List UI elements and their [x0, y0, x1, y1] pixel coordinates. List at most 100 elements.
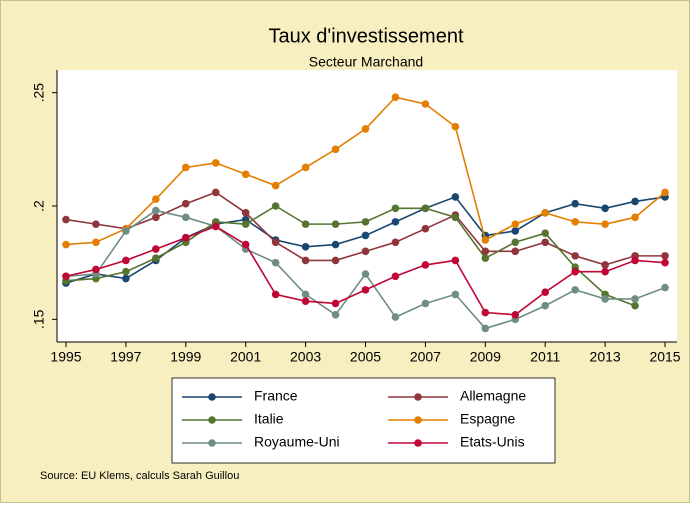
- data-point: [661, 252, 669, 260]
- legend-marker: [208, 439, 216, 447]
- x-tick-label: 1997: [110, 349, 141, 365]
- y-tick-label: .25: [31, 83, 47, 103]
- data-point: [331, 145, 340, 154]
- data-point: [391, 313, 400, 321]
- data-point: [92, 265, 100, 274]
- legend-label: Etats-Unis: [460, 434, 525, 450]
- data-point: [301, 290, 310, 299]
- data-point: [301, 220, 310, 228]
- data-point: [421, 100, 430, 108]
- data-point: [301, 297, 310, 306]
- data-point: [541, 229, 550, 237]
- data-point: [571, 267, 579, 276]
- data-point: [152, 206, 160, 215]
- data-point: [511, 238, 520, 247]
- data-point: [601, 261, 609, 269]
- data-point: [361, 270, 370, 278]
- data-point: [451, 193, 460, 201]
- data-point: [391, 93, 400, 101]
- data-point: [241, 240, 250, 249]
- data-point: [181, 233, 190, 242]
- y-tick-label: .2: [31, 200, 47, 212]
- data-point: [601, 220, 609, 228]
- data-point: [152, 195, 160, 203]
- data-point: [331, 256, 340, 265]
- data-point: [271, 290, 280, 299]
- data-point: [271, 258, 280, 267]
- data-point: [331, 240, 340, 249]
- data-point: [631, 197, 639, 206]
- data-point: [391, 218, 400, 226]
- data-point: [361, 218, 370, 226]
- x-tick-label: 2015: [649, 349, 680, 365]
- legend-label: Allemagne: [460, 388, 526, 404]
- y-tick-label: .15: [31, 309, 47, 329]
- data-point: [92, 220, 100, 228]
- data-point: [181, 213, 190, 222]
- data-point: [301, 163, 310, 172]
- data-point: [571, 218, 579, 226]
- data-point: [511, 227, 520, 235]
- data-point: [481, 324, 490, 333]
- data-point: [661, 188, 669, 197]
- x-tick-label: 2011: [530, 349, 560, 365]
- data-point: [631, 301, 639, 310]
- data-point: [631, 213, 639, 222]
- data-point: [661, 283, 669, 292]
- data-point: [62, 240, 70, 249]
- data-point: [631, 295, 639, 303]
- x-tick-label: 1999: [170, 349, 201, 365]
- data-point: [421, 224, 430, 233]
- legend-label: Espagne: [460, 411, 515, 427]
- data-point: [181, 199, 190, 208]
- x-tick-label: 2003: [290, 349, 321, 365]
- legend-label: Royaume-Uni: [254, 434, 340, 450]
- data-point: [92, 238, 100, 247]
- data-point: [271, 202, 280, 210]
- data-point: [481, 308, 490, 317]
- legend-label: France: [254, 388, 298, 404]
- data-point: [421, 261, 430, 269]
- x-tick-label: 2005: [350, 349, 381, 365]
- legend-marker: [208, 393, 216, 401]
- data-point: [122, 267, 130, 276]
- source-note: Source: EU Klems, calculs Sarah Guillou: [40, 470, 239, 482]
- data-point: [481, 236, 490, 244]
- data-point: [241, 209, 250, 217]
- legend-label: Italie: [254, 411, 284, 427]
- data-point: [571, 252, 579, 260]
- data-point: [271, 238, 280, 247]
- x-tick-label: 2001: [230, 349, 261, 365]
- data-point: [451, 256, 460, 265]
- data-point: [271, 181, 280, 190]
- data-point: [541, 238, 550, 247]
- data-point: [152, 213, 160, 222]
- data-point: [391, 204, 400, 213]
- data-point: [211, 222, 220, 231]
- series-line: [65, 205, 636, 307]
- data-point: [661, 258, 669, 267]
- data-point: [541, 209, 550, 217]
- data-point: [301, 243, 310, 251]
- data-point: [152, 245, 160, 253]
- x-tick-label: 2009: [470, 349, 501, 365]
- data-point: [541, 288, 550, 296]
- data-point: [211, 159, 220, 167]
- data-point: [511, 311, 520, 319]
- data-point: [451, 213, 460, 222]
- data-point: [421, 299, 430, 308]
- x-tick-label: 1995: [50, 349, 81, 365]
- data-point: [62, 215, 70, 224]
- data-point: [451, 122, 460, 131]
- chart-subtitle: Secteur Marchand: [309, 54, 423, 70]
- legend-marker: [414, 439, 422, 447]
- data-point: [601, 267, 609, 276]
- data-point: [511, 247, 520, 256]
- data-point: [421, 204, 430, 213]
- data-point: [481, 247, 490, 256]
- data-point: [301, 256, 310, 265]
- data-point: [241, 170, 250, 179]
- data-point: [241, 220, 250, 228]
- data-point: [331, 220, 340, 228]
